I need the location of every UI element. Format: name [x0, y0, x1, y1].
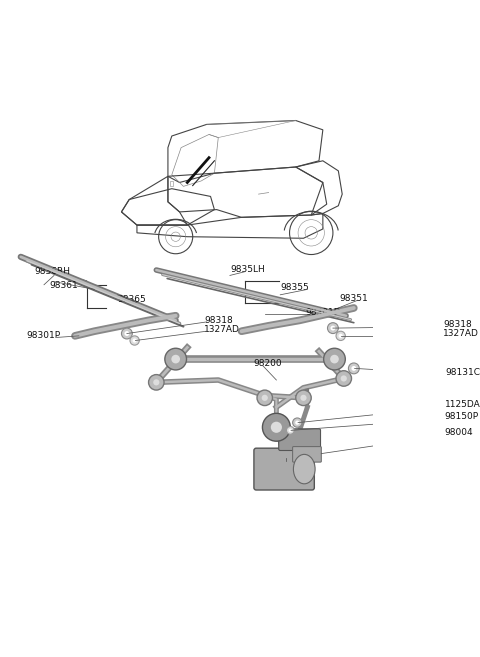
Circle shape: [171, 355, 180, 363]
Circle shape: [262, 395, 268, 401]
Text: 98200: 98200: [253, 359, 282, 368]
Circle shape: [330, 355, 339, 363]
Circle shape: [288, 428, 292, 432]
Circle shape: [130, 336, 139, 345]
Circle shape: [121, 328, 132, 339]
Text: 98318: 98318: [443, 320, 472, 328]
Circle shape: [341, 375, 347, 382]
Circle shape: [351, 366, 356, 371]
Text: 98301P: 98301P: [26, 330, 60, 340]
Circle shape: [287, 426, 294, 434]
Text: 98351: 98351: [339, 294, 368, 303]
Text: 1125DA: 1125DA: [444, 400, 480, 409]
FancyBboxPatch shape: [254, 448, 314, 490]
Circle shape: [124, 331, 129, 336]
Circle shape: [331, 326, 336, 330]
Text: 98361: 98361: [49, 281, 78, 290]
Circle shape: [263, 413, 290, 442]
Circle shape: [296, 390, 311, 405]
Circle shape: [324, 348, 345, 370]
Text: 98131C: 98131C: [445, 368, 480, 376]
Circle shape: [165, 348, 187, 370]
Circle shape: [153, 379, 159, 386]
Ellipse shape: [293, 455, 315, 484]
Circle shape: [336, 371, 351, 386]
Text: 98301D: 98301D: [305, 308, 341, 317]
Text: 98318: 98318: [204, 316, 233, 325]
Circle shape: [271, 422, 282, 433]
Text: 98355: 98355: [280, 283, 309, 292]
Text: 98100: 98100: [273, 455, 301, 464]
FancyBboxPatch shape: [293, 447, 321, 462]
Circle shape: [293, 418, 302, 427]
Circle shape: [132, 338, 137, 342]
Text: 98150P: 98150P: [444, 412, 479, 421]
Circle shape: [149, 374, 164, 390]
Text: 98004: 98004: [444, 428, 473, 437]
Circle shape: [295, 420, 300, 424]
Text: 1327AD: 1327AD: [204, 325, 240, 334]
FancyBboxPatch shape: [279, 429, 321, 451]
Circle shape: [348, 363, 359, 374]
Text: 1327AD: 1327AD: [443, 329, 479, 338]
Circle shape: [300, 395, 307, 401]
Circle shape: [336, 331, 345, 340]
Circle shape: [327, 323, 338, 334]
Circle shape: [257, 390, 273, 405]
Text: 9836RH: 9836RH: [34, 267, 70, 276]
Text: 9835LH: 9835LH: [230, 265, 264, 274]
Circle shape: [338, 334, 343, 338]
Text: 98365: 98365: [118, 295, 146, 304]
